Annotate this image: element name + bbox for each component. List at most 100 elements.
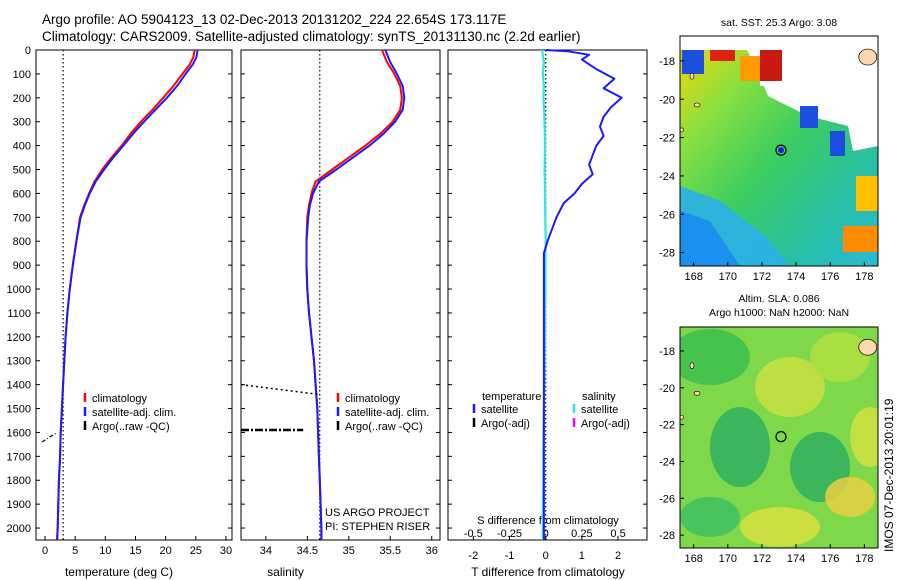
island-shape	[689, 72, 695, 80]
legend-label: satellite	[481, 404, 518, 416]
depth-tick-label: 1900	[7, 499, 31, 511]
cloud-blue-patch	[800, 106, 818, 128]
difference-panel: -2 -1 0 1 2 -0.5 -0.25 0 0.25 0.5S difference fro…	[447, 49, 648, 579]
project-note: US ARGO PROJECT	[325, 507, 430, 519]
salinity-tick-label: 34.5	[297, 545, 318, 557]
depth-tick-label: 200	[13, 93, 31, 105]
sla-anomaly	[810, 332, 870, 382]
temperature-tick-label: 15	[129, 545, 141, 557]
salinity-panel: 34 34.5 35 35.5 36 salinity climatology satelli…	[240, 49, 441, 579]
t-diff-tick-label: 0	[543, 550, 549, 562]
plot-frame	[240, 49, 441, 541]
legend-title-salinity: salinity	[582, 391, 616, 403]
legend-label: Argo(-adj)	[481, 418, 530, 430]
argo-location-marker	[775, 144, 787, 156]
depth-tick-label: 1200	[7, 332, 31, 344]
t-diff-tick-label: -1	[505, 550, 515, 562]
latitude-tick-label: -24	[659, 456, 675, 468]
warm-patch	[843, 226, 878, 252]
island-shape	[693, 390, 701, 396]
map-frame	[679, 35, 879, 267]
legend-label: climatology	[345, 393, 401, 405]
argo-location-marker	[775, 431, 787, 443]
depth-tick-label: 1100	[7, 308, 31, 320]
depth-tick-label: 1300	[7, 356, 31, 368]
t-diff-tick-label: 2	[615, 550, 621, 562]
s-diff-tick-label: 0.25	[571, 528, 592, 540]
depth-tick-label: 500	[13, 165, 31, 177]
depth-tick-label: 900	[13, 260, 31, 272]
depth-tick-label: 300	[13, 117, 31, 129]
depth-tick-label: 400	[13, 141, 31, 153]
longitude-tick-label: 178	[855, 271, 873, 283]
s-diff-tick-label: -0.5	[464, 528, 483, 540]
legend-label: satellite-adj. clim.	[92, 407, 176, 419]
latitude-tick-label: -28	[659, 530, 675, 542]
warm-patch	[760, 50, 782, 81]
s-diff-tick-label: 0	[543, 528, 549, 540]
depth-tick-label: 800	[13, 236, 31, 248]
salinity-tick-label: 35.5	[380, 545, 401, 557]
depth-tick-label: 100	[13, 69, 31, 81]
temperature-tick-label: 20	[160, 545, 172, 557]
depth-tick-label: 700	[13, 212, 31, 224]
depth-tick-label: 1800	[7, 475, 31, 487]
sla-anomaly	[740, 507, 820, 547]
depth-tick-label: 0	[25, 45, 31, 57]
temperature-panel: 0100200300400500600700800900100011001200…	[7, 45, 233, 579]
latitude-tick-label: -28	[659, 248, 675, 260]
argo-location-dot	[777, 147, 784, 154]
temperature-tick-label: 10	[99, 545, 111, 557]
temperature-tick-label: 0	[42, 545, 48, 557]
latitude-tick-label: -26	[659, 209, 675, 221]
sla-map-subtitle: Argo h1000: NaN h2000: NaN	[709, 307, 849, 319]
longitude-tick-label: 172	[753, 553, 771, 565]
island-shape	[693, 102, 701, 108]
cold-water-region	[680, 211, 740, 266]
depth-tick-label: 1400	[7, 380, 31, 392]
salinity-tick-label: 35	[343, 545, 355, 557]
temperature-tick-label: 25	[190, 545, 202, 557]
warm-patch	[710, 50, 735, 61]
latitude-tick-label: -24	[659, 171, 675, 183]
salinity-tick-label: 36	[426, 545, 438, 557]
longitude-tick-label: 174	[787, 553, 805, 565]
map-frame	[679, 326, 879, 549]
latitude-tick-label: -22	[659, 420, 675, 432]
warm-patch	[856, 176, 878, 211]
warm-patch	[740, 56, 760, 81]
salinity-tick-label: 34	[260, 545, 272, 557]
sla-anomaly	[680, 329, 750, 385]
latitude-tick-label: -18	[659, 56, 675, 68]
imos-timestamp: IMOS 07-Dec-2013 20:01:19	[882, 398, 896, 552]
legend-label: climatology	[92, 393, 148, 405]
island-shape	[858, 338, 878, 356]
profile-title: Argo profile: AO 5904123_13 02-Dec-2013 …	[42, 12, 507, 27]
s-diff-tick-label: -0.25	[497, 528, 522, 540]
sla-map-panel: Altim. SLA: 0.086 Argo h1000: NaN h2000: …	[659, 293, 879, 565]
island-shape	[689, 362, 695, 369]
longitude-tick-label: 168	[684, 271, 702, 283]
longitude-tick-label: 172	[753, 271, 771, 283]
island-shape	[858, 48, 878, 66]
salinity-axis-label: salinity	[267, 565, 304, 579]
sla-anomaly	[710, 407, 770, 487]
longitude-tick-label: 170	[719, 271, 737, 283]
latitude-tick-label: -20	[659, 383, 675, 395]
legend-label: Argo(..raw -QC)	[345, 421, 423, 433]
pi-note: PI: STEPHEN RISER	[325, 521, 430, 533]
depth-tick-label: 2000	[7, 523, 31, 535]
satellite-line	[56, 49, 199, 541]
climatology-line	[305, 49, 403, 540]
sst-map-panel: sat. SST: 25.3 Argo: 3.08 168 170 172 174 176…	[659, 17, 879, 283]
t-diff-tick-label: -2	[468, 550, 478, 562]
depth-tick-label: 1000	[7, 284, 31, 296]
temperature-tick-label: 5	[72, 545, 78, 557]
plot-frame	[447, 49, 648, 541]
temperature-satellite-line	[542, 49, 623, 540]
sla-anomaly	[755, 357, 825, 417]
latitude-tick-label: -20	[659, 94, 675, 106]
legend-label: satellite-adj. clim.	[345, 407, 429, 419]
legend-label: Argo(-adj)	[581, 418, 630, 430]
